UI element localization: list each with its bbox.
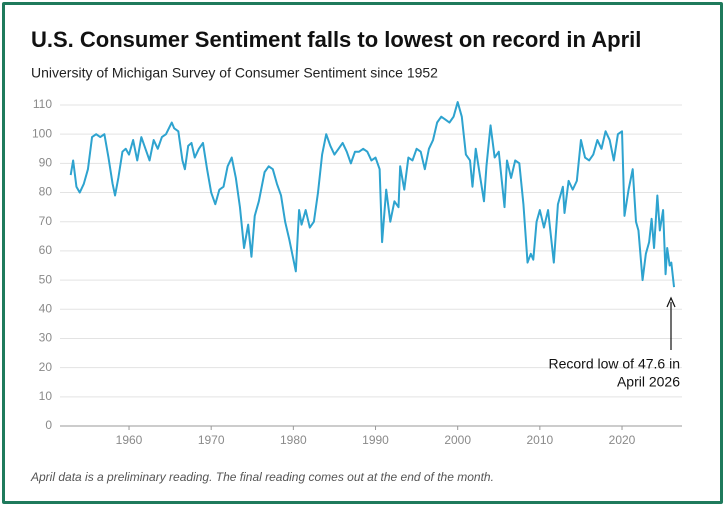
x-tick-label: 1970 bbox=[198, 433, 225, 447]
footnote: April data is a preliminary reading. The… bbox=[30, 470, 494, 484]
y-tick-label: 0 bbox=[45, 418, 52, 432]
x-tick-label: 2020 bbox=[609, 433, 636, 447]
x-tick-label: 1960 bbox=[116, 433, 143, 447]
chart-subtitle: University of Michigan Survey of Consume… bbox=[31, 65, 438, 81]
y-tick-label: 50 bbox=[39, 272, 53, 286]
y-tick-label: 20 bbox=[39, 360, 53, 374]
y-tick-label: 80 bbox=[39, 185, 53, 199]
annotation: April 2026 bbox=[617, 374, 680, 390]
y-tick-label: 60 bbox=[39, 243, 53, 257]
plot: 0 10 20 30 40 50 60 70 80 90 100 110 1960 1970 1980 199… bbox=[32, 97, 682, 447]
y-tick-label: 10 bbox=[39, 389, 53, 403]
annotation: Record low of 47.6 in bbox=[548, 356, 680, 372]
annotation-arrowhead bbox=[666, 296, 676, 308]
y-tick-label: 110 bbox=[33, 97, 52, 111]
y-tick-label: 30 bbox=[39, 331, 53, 345]
x-tick-label: 1980 bbox=[280, 433, 307, 447]
x-tick-label: 2000 bbox=[444, 433, 471, 447]
chart-title: U.S. Consumer Sentiment falls to lowest … bbox=[31, 27, 641, 52]
x-tick-label: 2010 bbox=[527, 433, 554, 447]
x-tick-label: 1990 bbox=[362, 433, 389, 447]
y-tick-label: 40 bbox=[39, 301, 53, 315]
y-tick-label: 70 bbox=[39, 214, 53, 228]
y-tick-label: 90 bbox=[39, 156, 53, 170]
data-line bbox=[69, 101, 676, 288]
y-tick-label: 100 bbox=[32, 126, 52, 140]
